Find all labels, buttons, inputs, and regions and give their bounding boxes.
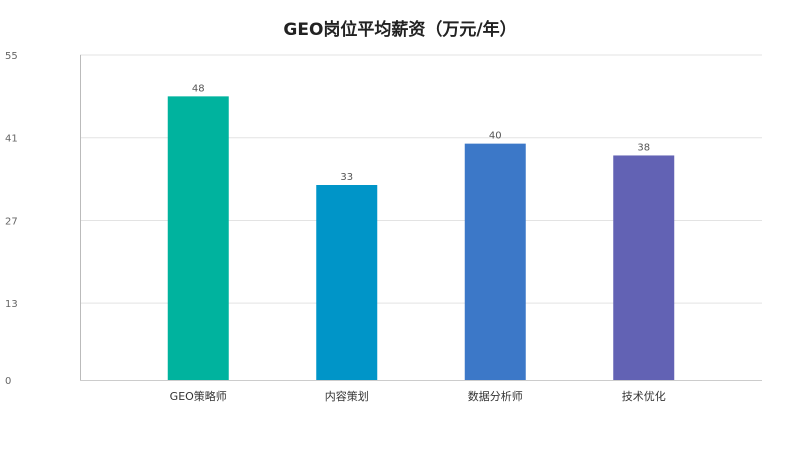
data-label: 40 — [489, 131, 502, 142]
data-label: 38 — [637, 142, 650, 153]
y-tick-label: 41 — [5, 134, 18, 145]
bar — [464, 143, 526, 380]
data-label: 33 — [340, 172, 353, 183]
category-label: 技术优化 — [622, 389, 666, 403]
category-label: 数据分析师 — [468, 389, 523, 403]
y-tick-label: 55 — [5, 51, 18, 62]
category-label: GEO策略师 — [170, 389, 227, 403]
y-tick-label: 0 — [5, 376, 11, 387]
category-label: 内容策划 — [325, 389, 369, 403]
bar — [316, 185, 378, 380]
y-tick-label: 13 — [5, 299, 18, 310]
bar — [167, 96, 229, 380]
chart-title: GEO岗位平均薪资（万元/年） — [283, 20, 517, 40]
data-label: 48 — [192, 83, 205, 94]
y-tick-label: 27 — [5, 216, 18, 227]
bar — [613, 155, 675, 380]
